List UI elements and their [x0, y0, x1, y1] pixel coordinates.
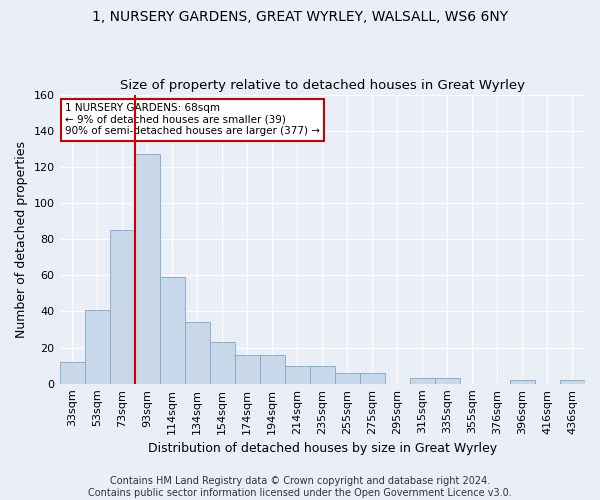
Bar — [134, 154, 160, 384]
Bar — [185, 322, 209, 384]
Title: Size of property relative to detached houses in Great Wyrley: Size of property relative to detached ho… — [120, 79, 525, 92]
Bar — [160, 277, 185, 384]
Bar — [435, 378, 460, 384]
Bar — [335, 373, 360, 384]
Bar — [209, 342, 235, 384]
Bar — [260, 355, 285, 384]
Bar — [310, 366, 335, 384]
Bar — [410, 378, 435, 384]
Bar — [85, 310, 110, 384]
X-axis label: Distribution of detached houses by size in Great Wyrley: Distribution of detached houses by size … — [148, 442, 497, 455]
Bar — [285, 366, 310, 384]
Bar — [510, 380, 535, 384]
Text: 1 NURSERY GARDENS: 68sqm
← 9% of detached houses are smaller (39)
90% of semi-de: 1 NURSERY GARDENS: 68sqm ← 9% of detache… — [65, 103, 320, 136]
Bar — [59, 362, 85, 384]
Bar — [360, 373, 385, 384]
Text: Contains HM Land Registry data © Crown copyright and database right 2024.
Contai: Contains HM Land Registry data © Crown c… — [88, 476, 512, 498]
Text: 1, NURSERY GARDENS, GREAT WYRLEY, WALSALL, WS6 6NY: 1, NURSERY GARDENS, GREAT WYRLEY, WALSAL… — [92, 10, 508, 24]
Y-axis label: Number of detached properties: Number of detached properties — [15, 140, 28, 338]
Bar — [235, 355, 260, 384]
Bar — [110, 230, 134, 384]
Bar — [560, 380, 585, 384]
